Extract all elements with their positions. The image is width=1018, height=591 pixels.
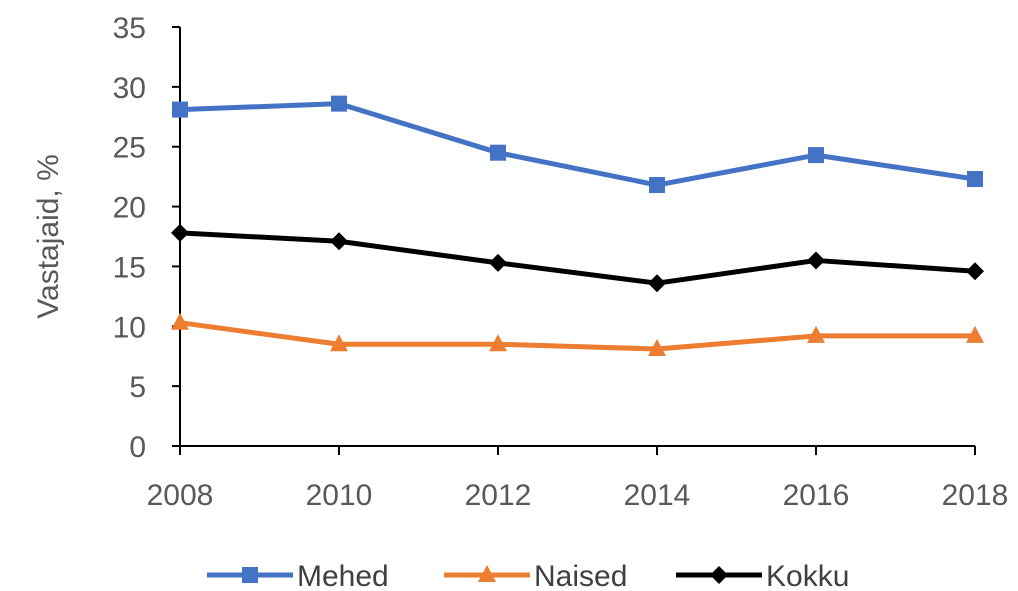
x-tick-label: 2012 bbox=[465, 479, 532, 512]
data-point-kokku bbox=[648, 274, 666, 293]
legend-item-naised: Naised bbox=[444, 560, 627, 591]
y-tick-label: 15 bbox=[113, 251, 146, 284]
data-point-naised bbox=[648, 339, 666, 357]
legend: Mehed Naised Kokku bbox=[207, 560, 849, 591]
data-point-kokku bbox=[966, 262, 984, 281]
y-tick-label: 20 bbox=[113, 192, 146, 225]
legend-marker-mehed bbox=[242, 567, 258, 583]
legend-label-naised: Naised bbox=[534, 560, 627, 591]
axes: 0 5 10 15 20 25 30 35 2008 2010 2012 2014 2016 2018 Va… bbox=[32, 12, 1008, 512]
data-point-mehed bbox=[649, 177, 665, 194]
x-tick-label: 2008 bbox=[147, 479, 214, 512]
data-point-mehed bbox=[808, 147, 824, 164]
series-line-kokku bbox=[179, 230, 976, 286]
data-point-kokku bbox=[171, 223, 189, 242]
y-axis-title: Vastajaid, % bbox=[32, 154, 65, 319]
data-point-naised bbox=[489, 334, 507, 352]
legend-item-mehed: Mehed bbox=[207, 560, 389, 591]
data-point-kokku bbox=[807, 251, 825, 270]
data-point-naised bbox=[966, 325, 984, 343]
series-mehed bbox=[172, 95, 983, 194]
series-kokku bbox=[171, 223, 984, 293]
data-point-kokku bbox=[330, 232, 348, 251]
data-point-mehed bbox=[172, 101, 188, 118]
data-point-naised bbox=[330, 334, 348, 352]
series-line-naised bbox=[179, 320, 975, 352]
series-layer bbox=[171, 95, 984, 357]
data-point-mehed bbox=[967, 171, 983, 188]
y-tick-label: 0 bbox=[129, 431, 146, 464]
data-point-naised bbox=[807, 325, 825, 343]
legend-label-kokku: Kokku bbox=[766, 560, 849, 591]
x-tick-label: 2014 bbox=[624, 479, 691, 512]
y-tick-label: 10 bbox=[113, 311, 146, 344]
y-tick-label: 30 bbox=[113, 72, 146, 105]
data-point-mehed bbox=[490, 144, 506, 161]
y-tick-label: 35 bbox=[113, 12, 146, 45]
data-point-mehed bbox=[331, 95, 347, 112]
legend-marker-kokku bbox=[710, 566, 728, 584]
data-point-kokku bbox=[489, 253, 507, 272]
series-line-mehed bbox=[179, 101, 976, 188]
data-point-naised bbox=[171, 312, 189, 330]
x-tick-label: 2010 bbox=[306, 479, 373, 512]
legend-label-mehed: Mehed bbox=[297, 560, 389, 591]
y-tick-label: 25 bbox=[113, 132, 146, 165]
x-tick-label: 2016 bbox=[783, 479, 850, 512]
series-naised bbox=[171, 312, 984, 357]
y-tick-label: 5 bbox=[129, 371, 146, 404]
legend-marker-naised bbox=[478, 565, 496, 582]
legend-item-kokku: Kokku bbox=[676, 560, 849, 591]
x-tick-label: 2018 bbox=[942, 479, 1009, 512]
